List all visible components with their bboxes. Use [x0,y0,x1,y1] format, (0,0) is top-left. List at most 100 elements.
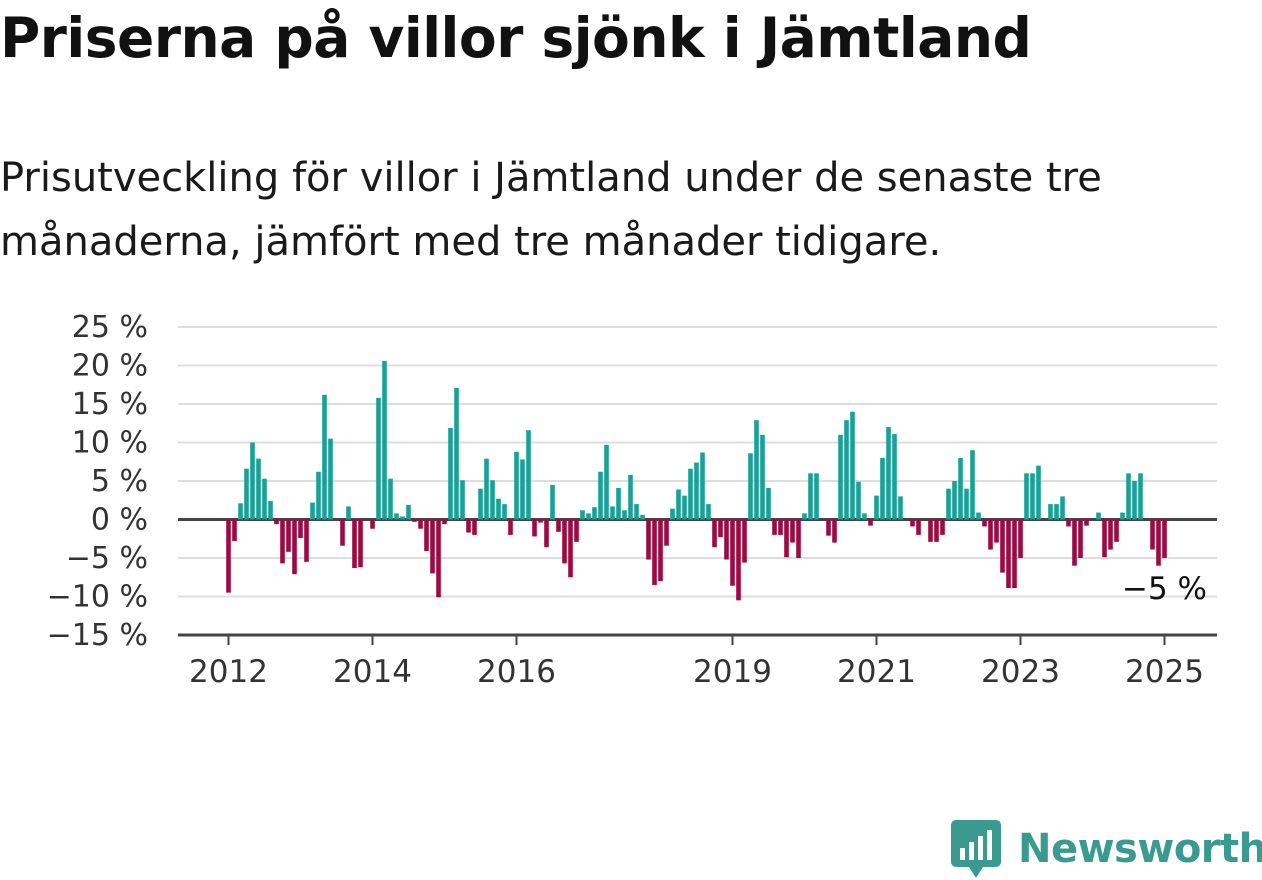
y-tick-label: −5 % [66,541,148,576]
bar [868,519,873,526]
bar [934,519,939,542]
bar [268,501,273,520]
bar [418,519,423,529]
bar [544,519,549,548]
bar [712,519,717,548]
bar [1054,504,1059,520]
bar [490,480,495,520]
bar [346,506,351,520]
bar [622,510,627,520]
bar [1114,519,1119,542]
bar [436,519,441,598]
y-tick-label: 15 % [72,387,148,422]
bar [256,458,261,520]
bar [460,480,465,520]
bar [670,508,675,520]
bar [640,514,645,520]
bar [514,451,519,520]
bar [1048,504,1053,520]
bar [1024,473,1029,520]
bar [562,519,567,564]
x-tick-label: 2014 [333,654,412,690]
bar [1036,465,1041,520]
bar [748,453,753,520]
bar [784,519,789,558]
bar [526,430,531,520]
bar [1000,519,1005,573]
bar [358,519,363,568]
bar [508,519,513,535]
bar [718,519,723,538]
bar [1156,519,1161,566]
y-tick-label: −15 % [47,618,148,653]
bar [988,519,993,550]
bar [850,411,855,520]
bar [1102,519,1107,558]
bar [484,458,489,520]
bar [298,519,303,538]
bar [1066,519,1071,527]
bar [760,434,765,520]
bar [388,478,393,520]
bar [520,459,525,520]
bar [556,519,561,532]
bar [328,438,333,520]
bar [664,519,669,546]
bar [1018,519,1023,558]
bar [772,519,777,535]
bar [814,473,819,520]
bar [862,513,867,520]
bar [394,513,399,520]
bar [250,442,255,520]
grid-lines [178,326,1217,598]
bar [844,420,849,520]
bar [982,519,987,527]
bar [736,519,741,601]
bar [916,519,921,535]
bar [970,450,975,520]
bar [1126,473,1131,520]
bar [964,488,969,520]
chart-title: Priserna på villor sjönk i Jämtland [0,6,1032,70]
bar [766,487,771,520]
bar [310,502,315,520]
chart-subtitle: Prisutveckling för villor i Jämtland und… [0,155,1102,265]
bar [790,519,795,543]
y-tick-label: 10 % [72,426,148,461]
bar [742,519,747,563]
bar [454,387,459,520]
x-tick-label: 2021 [837,654,916,690]
x-tick-label: 2025 [1125,654,1204,690]
bar [232,519,237,542]
bar [574,519,579,542]
bar [928,519,933,542]
bar [946,488,951,520]
bar [280,519,285,564]
bar [538,519,543,523]
newsworthy-logo: Newsworthy [950,818,1262,880]
bar [628,474,633,520]
bar [1006,519,1011,589]
bar [274,519,279,525]
y-tick-label: 0 % [91,503,148,538]
bar [430,519,435,574]
bar [724,519,729,560]
bar [604,444,609,520]
bar [706,504,711,520]
bar [688,468,693,520]
bar [1096,512,1101,520]
end-value-label: −5 % [1122,571,1207,607]
bar [838,434,843,520]
bar [316,471,321,520]
bar [610,506,615,520]
bar [730,519,735,586]
bar [880,457,885,520]
bar [682,495,687,520]
bar [238,503,243,520]
bar [994,519,999,543]
bar [340,519,345,546]
bar [244,468,249,520]
bar [808,473,813,520]
bar [634,504,639,520]
bar [1030,473,1035,520]
